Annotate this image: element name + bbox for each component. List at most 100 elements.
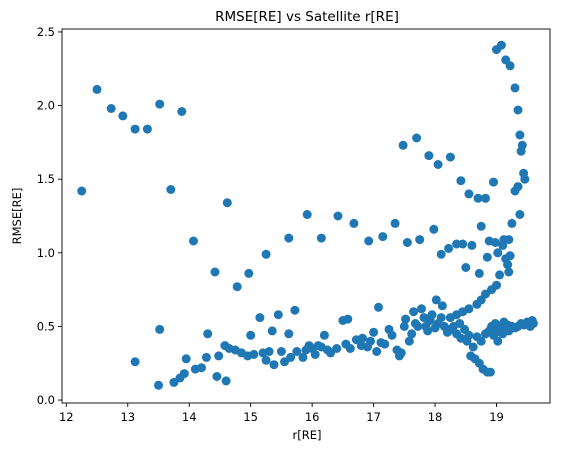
data-point: [437, 301, 447, 311]
data-point: [398, 140, 408, 150]
data-point: [474, 268, 484, 278]
data-point: [261, 249, 271, 259]
data-point: [436, 249, 446, 259]
data-point: [520, 174, 530, 184]
data-point: [364, 236, 374, 246]
data-point: [284, 233, 294, 243]
data-point: [276, 347, 286, 356]
data-point: [222, 198, 232, 208]
data-point: [513, 182, 523, 192]
x-tick-label: 15: [243, 410, 258, 424]
data-point: [444, 243, 454, 253]
x-tick-label: 12: [59, 410, 74, 424]
data-point: [501, 55, 511, 65]
data-point: [404, 336, 414, 346]
x-tick-label: 19: [489, 410, 504, 424]
data-point: [130, 124, 140, 134]
data-point: [298, 352, 308, 362]
data-point: [310, 349, 320, 359]
data-point: [372, 347, 382, 356]
data-point: [142, 124, 152, 134]
data-point: [369, 327, 379, 337]
data-point: [427, 310, 437, 320]
data-point: [380, 339, 390, 349]
y-tick-label: 2.5: [37, 25, 55, 39]
data-point: [249, 349, 259, 359]
data-point: [264, 347, 274, 356]
data-point: [244, 268, 254, 278]
data-point: [489, 177, 498, 187]
data-point: [155, 99, 165, 109]
data-point: [316, 233, 326, 243]
data-point: [493, 248, 503, 258]
data-point: [515, 130, 525, 140]
data-point: [528, 319, 538, 328]
data-point: [482, 252, 492, 262]
data-point: [407, 329, 417, 339]
data-point: [179, 369, 189, 379]
data-point: [302, 210, 312, 219]
data-point: [510, 83, 520, 93]
x-axis-label: r[RE]: [293, 428, 322, 442]
data-point: [358, 333, 367, 343]
data-point: [366, 336, 375, 346]
data-point: [476, 336, 486, 346]
x-tick-label: 16: [305, 410, 320, 424]
data-point: [246, 330, 256, 340]
data-point: [412, 133, 422, 143]
y-tick-label: 0.0: [37, 393, 55, 407]
data-point: [130, 357, 140, 367]
data-point: [201, 352, 211, 362]
data-point: [504, 235, 514, 245]
data-point: [286, 352, 296, 362]
data-point: [378, 232, 388, 242]
data-point: [345, 344, 355, 353]
data-point: [467, 240, 477, 250]
data-point: [423, 326, 433, 336]
data-point: [269, 360, 279, 370]
y-tick-label: 1.5: [37, 172, 55, 186]
data-point: [433, 160, 443, 169]
data-point: [431, 295, 441, 305]
data-point: [214, 351, 224, 361]
data-point: [468, 342, 478, 352]
data-point: [490, 238, 500, 247]
data-point: [413, 321, 423, 331]
data-point: [155, 324, 165, 334]
x-tick-label: 17: [366, 410, 381, 424]
data-point: [461, 263, 471, 272]
data-point: [481, 193, 490, 203]
data-point: [501, 254, 511, 264]
data-point: [473, 193, 483, 203]
data-point: [284, 329, 294, 339]
x-axis: 12 13 14 15 16 17 18 19: [59, 403, 504, 424]
x-tick-label: 18: [428, 410, 443, 424]
data-point: [273, 310, 283, 320]
data-point: [417, 304, 426, 314]
data-point: [332, 344, 342, 353]
data-point: [476, 221, 486, 231]
data-point: [495, 270, 505, 280]
x-tick-label: 14: [182, 410, 197, 424]
data-point: [221, 376, 231, 386]
data-point: [472, 299, 482, 309]
data-point: [399, 321, 409, 331]
data-point: [292, 347, 302, 356]
data-point: [181, 354, 191, 364]
data-point: [445, 152, 455, 162]
y-tick-label: 0.5: [37, 319, 55, 333]
data-point: [319, 330, 329, 340]
data-point: [261, 355, 271, 365]
data-point: [210, 267, 220, 277]
data-point: [77, 186, 87, 196]
data-point: [232, 282, 242, 292]
data-point: [387, 330, 397, 340]
data-point: [154, 380, 163, 390]
data-point: [517, 140, 527, 150]
data-point: [212, 372, 222, 381]
y-axis: 0.0 0.5 1.0 1.5 2.0 2.5: [37, 25, 62, 407]
data-point: [455, 319, 465, 328]
data-point: [424, 151, 434, 161]
data-point: [402, 238, 412, 247]
